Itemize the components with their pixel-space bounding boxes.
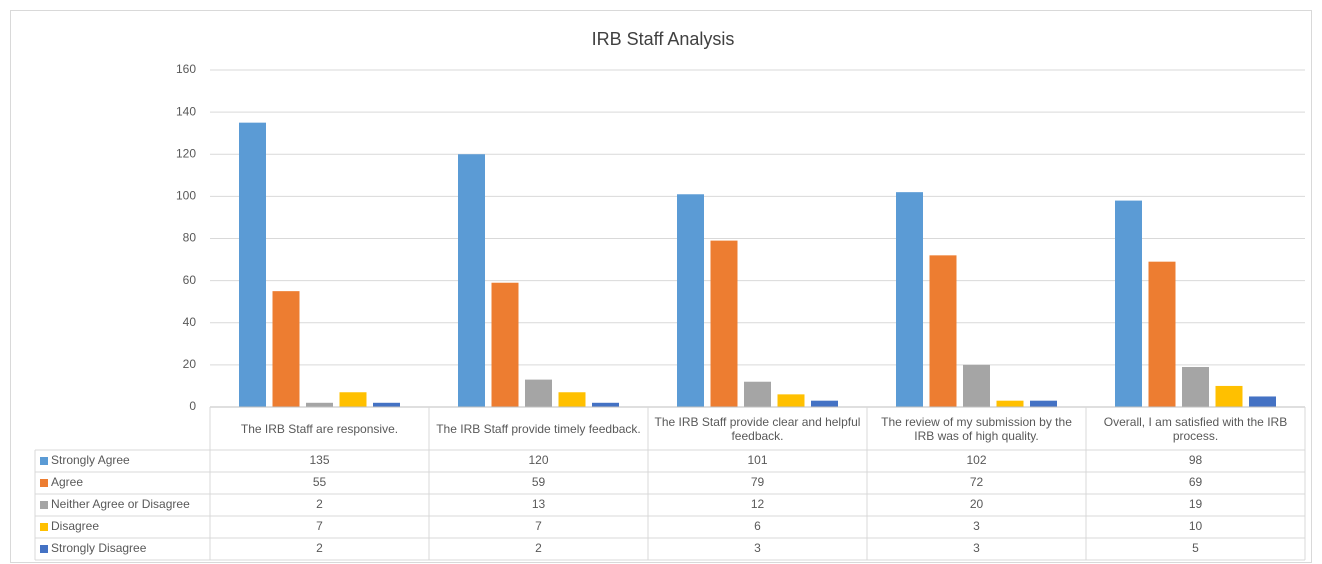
chart-border: [10, 10, 1312, 563]
bar: [272, 291, 300, 407]
x-tick-label: The IRB Staff provide timely feedback.: [436, 421, 641, 436]
table-value: 7: [316, 519, 323, 533]
y-tick-label: 0: [189, 399, 196, 413]
bar: [777, 394, 805, 407]
bar: [373, 402, 400, 407]
table-value: 2: [535, 541, 542, 555]
table-value: 69: [1189, 475, 1203, 489]
table-value: 120: [528, 453, 548, 467]
y-tick-label: 160: [176, 62, 196, 76]
table-value: 10: [1189, 519, 1203, 533]
table-value: 7: [535, 519, 542, 533]
table-value: 2: [316, 541, 323, 555]
legend-swatch: [40, 501, 48, 509]
table-value: 98: [1189, 453, 1203, 467]
table-value: 2: [316, 497, 323, 511]
bar: [306, 402, 333, 407]
legend-label: Neither Agree or Disagree: [51, 497, 190, 511]
table-value: 102: [966, 453, 986, 467]
bar: [592, 402, 619, 407]
x-tick-label: The IRB Staff provide clear and helpful …: [654, 414, 861, 443]
category-cell: The IRB Staff provide timely feedback.: [436, 421, 641, 436]
bar: [677, 194, 704, 407]
y-tick-label: 40: [183, 315, 197, 329]
table-value: 59: [532, 475, 546, 489]
x-tick-label: Overall, I am satisfied with the IRB pro…: [1103, 414, 1288, 443]
chart-title: IRB Staff Analysis: [592, 29, 735, 49]
legend-swatch: [40, 479, 48, 487]
bar: [558, 392, 586, 407]
bar: [339, 392, 367, 407]
bar: [744, 381, 771, 407]
category-cell: The IRB Staff are responsive.: [240, 421, 399, 436]
table-value: 3: [973, 541, 980, 555]
table-value: 3: [754, 541, 761, 555]
x-tick-label: The review of my submission by the IRB w…: [881, 414, 1072, 443]
bar: [963, 364, 990, 407]
y-tick-label: 20: [183, 357, 197, 371]
table-value: 20: [970, 497, 984, 511]
legend-label: Disagree: [51, 519, 99, 533]
table-value: 6: [754, 519, 761, 533]
bar: [811, 400, 838, 407]
y-tick-label: 140: [176, 104, 196, 118]
legend-label: Strongly Agree: [51, 453, 130, 467]
bar: [491, 282, 519, 407]
table-value: 19: [1189, 497, 1203, 511]
bar: [929, 255, 957, 407]
bar: [1249, 396, 1276, 407]
bar: [996, 400, 1024, 407]
bar: [1148, 261, 1176, 407]
table-value: 55: [313, 475, 327, 489]
bar: [458, 154, 485, 407]
y-tick-label: 100: [176, 189, 196, 203]
legend-label: Agree: [51, 475, 83, 489]
x-tick-label: The IRB Staff are responsive.: [240, 421, 399, 436]
bar: [1215, 385, 1243, 407]
table-value: 5: [1192, 541, 1199, 555]
bar: [1182, 366, 1209, 407]
table-value: 135: [309, 453, 329, 467]
legend-swatch: [40, 523, 48, 531]
bar: [896, 192, 923, 407]
bar: [239, 122, 266, 407]
y-tick-label: 60: [183, 273, 197, 287]
legend-label: Strongly Disagree: [51, 541, 147, 555]
bar: [1030, 400, 1057, 407]
bar: [710, 240, 738, 407]
category-cell: The IRB Staff provide clear and helpful …: [654, 414, 861, 443]
y-tick-label: 120: [176, 146, 196, 160]
table-value: 13: [532, 497, 546, 511]
table-value: 79: [751, 475, 765, 489]
bar: [1115, 200, 1142, 407]
table-value: 101: [747, 453, 767, 467]
category-cell: Overall, I am satisfied with the IRB pro…: [1103, 414, 1288, 443]
legend-swatch: [40, 545, 48, 553]
legend-swatch: [40, 457, 48, 465]
table-value: 72: [970, 475, 984, 489]
table-value: 12: [751, 497, 765, 511]
table-value: 3: [973, 519, 980, 533]
bar: [525, 379, 552, 407]
category-cell: The review of my submission by the IRB w…: [881, 414, 1072, 443]
y-tick-label: 80: [183, 231, 197, 245]
